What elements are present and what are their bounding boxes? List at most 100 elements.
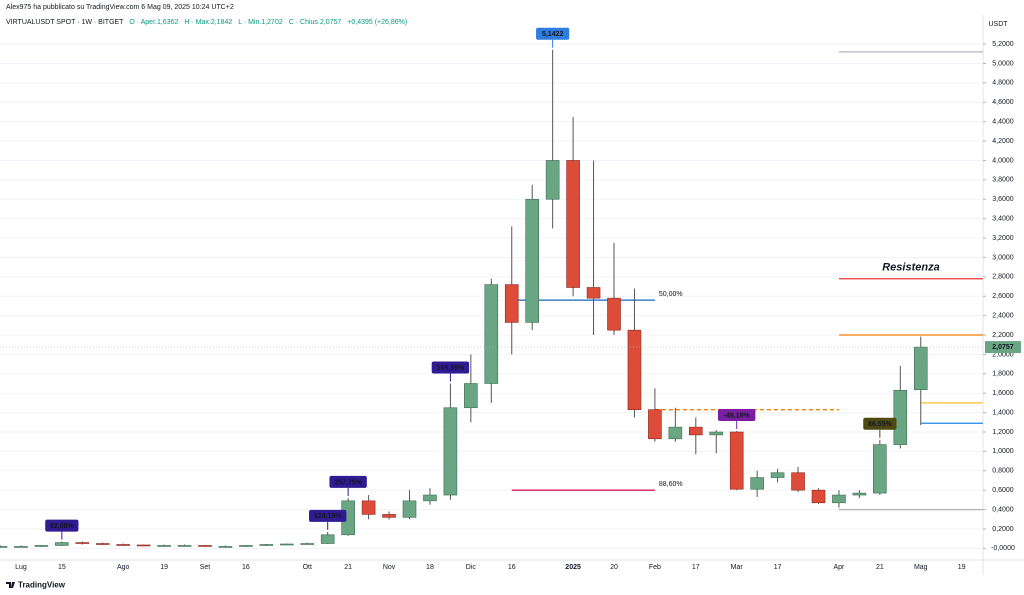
candle-body	[607, 297, 621, 331]
y-tick-label: 1,0000	[992, 448, 1014, 455]
x-tick-label: 17	[774, 564, 782, 571]
candle-body	[648, 409, 662, 440]
candle-body	[177, 545, 192, 547]
y-tick-label: 0,2000	[992, 526, 1014, 533]
y-tick-label: 4,4000	[992, 119, 1014, 126]
annotation-label: -49,19%	[724, 412, 751, 419]
x-tick-label: Mar	[731, 564, 744, 571]
y-tick-label: 2,6000	[992, 293, 1014, 300]
candle-body	[75, 542, 90, 544]
x-tick-label: Lug	[15, 564, 27, 571]
level-label: Resistenza	[882, 262, 939, 274]
candle-body	[525, 198, 540, 323]
candle-body	[464, 383, 478, 409]
candle-body	[832, 494, 846, 504]
y-tick-label: 0,6000	[992, 487, 1014, 494]
y-tick-label: 1,2000	[992, 429, 1014, 436]
axes: -0,0000 0,2000 0,4000 0,6000 0,8000 1,0000 1,2…	[15, 41, 1021, 571]
candle-body	[443, 407, 458, 496]
x-tick-label: 16	[242, 564, 250, 571]
candle-body	[218, 546, 233, 548]
ohlc-item: L · Min.1,2702	[238, 19, 283, 26]
candle-body	[484, 284, 499, 384]
y-tick-label: 4,2000	[992, 138, 1014, 145]
candle-body	[95, 543, 110, 545]
candle-body	[668, 426, 683, 440]
y-tick-label: -0,0000	[991, 545, 1015, 552]
logo-text: TradingView	[18, 581, 66, 590]
candle-body	[279, 543, 294, 546]
x-tick-label: 2025	[565, 564, 581, 571]
candle-body	[504, 284, 519, 323]
ohlc-item: C · Chius.2,0757	[289, 19, 342, 26]
x-tick-label: Dic	[466, 564, 477, 571]
y-tick-label: 0,4000	[992, 506, 1014, 513]
y-tick-label: 3,6000	[992, 196, 1014, 203]
y-tick-label: 3,8000	[992, 177, 1014, 184]
y-tick-label: 3,4000	[992, 215, 1014, 222]
candle-body	[259, 544, 274, 546]
annotation-box	[309, 509, 347, 522]
x-tick-label: Ago	[117, 564, 130, 571]
level-label: 88,60%	[659, 481, 683, 488]
symbol-title: VIRTUALUSDT SPOT · 1W · BITGET	[6, 19, 124, 26]
x-tick-label: 21	[876, 564, 884, 571]
annotation-label: 165,35%	[437, 365, 465, 372]
level-label: 50,00%	[659, 291, 683, 298]
candle-body	[0, 546, 8, 548]
annotation-box	[536, 27, 570, 40]
y-tick-label: 2,4000	[992, 312, 1014, 319]
annotation-label: 86,55%	[868, 421, 893, 428]
candle-body	[852, 492, 867, 496]
annotation-label: 257,75%	[334, 479, 362, 486]
x-tick-label: Nov	[383, 564, 396, 571]
last-price-label: 2,0757	[992, 344, 1014, 351]
annotation-box	[45, 519, 79, 532]
axis-unit: USDT	[988, 21, 1008, 28]
y-tick-label: 3,2000	[992, 235, 1014, 242]
annotation-box	[431, 361, 470, 374]
candle-body	[545, 160, 560, 200]
x-tick-label: Set	[200, 564, 211, 571]
candle-body	[361, 500, 376, 515]
candle-body	[300, 543, 315, 545]
candle-body	[34, 545, 49, 547]
y-tick-label: 4,0000	[992, 157, 1014, 164]
y-tick-label: 0,8000	[992, 468, 1014, 475]
candle-body	[382, 514, 396, 518]
x-tick-label: Apr	[833, 564, 845, 571]
y-tick-label: 1,8000	[992, 371, 1014, 378]
y-tick-label: 1,6000	[992, 390, 1014, 397]
candle-body	[688, 426, 703, 436]
candle-body	[402, 500, 417, 518]
annotation-box	[718, 409, 756, 422]
x-tick-label: 19	[958, 564, 966, 571]
x-tick-label: 20	[610, 564, 618, 571]
candle-body	[136, 544, 151, 547]
last-price-box	[985, 341, 1021, 354]
annotation-label: 124,18%	[314, 513, 342, 520]
ohlc-item: +0,4395 (+26,86%)	[347, 19, 407, 26]
annotation-label: 5,1422	[542, 31, 564, 38]
candle-body	[14, 546, 28, 548]
x-tick-label: 15	[58, 564, 66, 571]
candle-body	[791, 472, 805, 491]
y-tick-label: 1,4000	[992, 409, 1014, 416]
candle-body	[627, 329, 642, 410]
candle-body	[750, 477, 764, 490]
publisher-note: Alex975 ha pubblicato su TradingView.com…	[6, 4, 234, 11]
plot-area: Resistenza 50,00% 88,60% 92,08% 124,18% 257,7…	[0, 27, 983, 548]
logo-icon	[6, 582, 15, 588]
x-tick-label: 16	[508, 564, 516, 571]
x-tick-label: 18	[426, 564, 434, 571]
candle-body	[893, 389, 908, 445]
candle-body	[320, 534, 335, 544]
candle-body	[729, 431, 744, 490]
candle-body	[811, 489, 826, 504]
x-tick-label: 19	[160, 564, 168, 571]
y-tick-label: 3,0000	[992, 254, 1014, 261]
candle-body	[116, 544, 130, 546]
candle-body	[157, 545, 171, 547]
